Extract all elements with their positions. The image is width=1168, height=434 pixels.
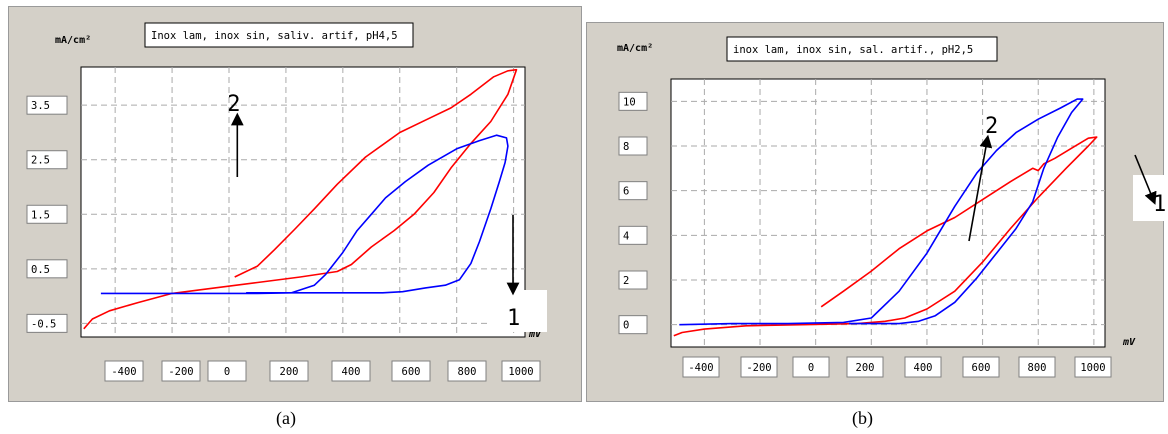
y-tick-label: 10 [623,96,636,108]
x-tick-label: 1000 [1080,362,1105,374]
x-tick-label: 0 [224,366,230,378]
y-tick-box [26,259,68,279]
series-line-blue [100,134,509,295]
y-tick-label: 8 [623,141,629,153]
annotation-label: 2 [985,114,998,139]
x-tick-box [331,360,371,382]
y-tick-box [26,204,68,224]
x-tick-label: 0 [808,362,814,374]
y-tick-box [618,315,648,335]
x-tick-box [1018,356,1056,378]
x-tick-box [447,360,487,382]
x-axis-label: mV [528,329,542,340]
x-tick-label: 400 [342,366,361,378]
x-tick-label: 800 [1028,362,1047,374]
x-tick-label: 1000 [508,366,533,378]
x-tick-label: -400 [111,366,136,378]
chart-title-box [726,36,998,62]
chart-svg-1: inox lam, inox sin, sal. artif., pH2,5 mA… [617,36,1165,378]
y-tick-box [618,270,648,290]
annotation-arrow [968,134,993,242]
chart-title: Inox lam, inox sin, saliv. artif, pH4,5 [151,30,398,42]
x-tick-label: -200 [168,366,193,378]
x-tick-label: 200 [856,362,875,374]
y-tick-label: 0 [623,320,629,332]
y-tick-box [618,181,648,201]
x-tick-label: 600 [972,362,991,374]
caption-b: (b) [852,408,873,428]
annotation-arrow [1134,154,1157,205]
x-tick-box [846,356,884,378]
annotation-label: 1 [507,306,520,331]
y-axis-label: mA/cm² [55,35,91,46]
annotation-label: 2 [227,92,240,117]
y-tick-box [618,136,648,156]
y-tick-box [26,95,68,115]
x-axis-label: mV [1122,337,1136,348]
y-tick-label: -0.5 [31,318,56,330]
x-tick-label: -400 [688,362,713,374]
x-tick-label: -200 [746,362,771,374]
x-tick-label: 600 [402,366,421,378]
series-line-red [83,68,518,330]
chart-panel-b: inox lam, inox sin, sal. artif., pH2,5 mA… [586,22,1165,402]
y-tick-box [618,91,648,111]
plot-area [80,66,526,338]
caption-a: (a) [276,408,296,428]
y-axis-label: mA/cm² [617,43,653,54]
y-tick-label: 3.5 [31,100,50,112]
y-tick-label: 4 [623,230,629,242]
series-line-blue [679,98,1084,326]
x-tick-box [1074,356,1112,378]
x-tick-box [904,356,942,378]
x-tick-label: 800 [458,366,477,378]
x-tick-box [682,356,720,378]
x-tick-box [207,360,247,382]
y-tick-box [26,313,68,333]
chart-title: inox lam, inox sin, sal. artif., pH2,5 [733,44,973,56]
annotation-label: 1 [1153,192,1165,217]
x-tick-box [269,360,309,382]
x-tick-box [792,356,830,378]
series-line-red [673,136,1098,337]
x-tick-label: 200 [280,366,299,378]
x-tick-box [104,360,144,382]
y-tick-box [618,225,648,245]
chart-svg-0: Inox lam, inox sin, saliv. artif, pH4,5 m… [26,22,547,382]
chart-title-box [144,22,414,48]
x-tick-box [962,356,1000,378]
x-tick-box [161,360,201,382]
x-tick-label: 400 [914,362,933,374]
x-tick-box [391,360,431,382]
y-tick-box [26,150,68,170]
y-tick-label: 0.5 [31,264,50,276]
x-tick-box [501,360,541,382]
y-tick-label: 2 [623,275,629,287]
annotation-label-box [489,290,547,332]
chart-panel-a: Inox lam, inox sin, saliv. artif, pH4,5 m… [8,6,582,402]
y-tick-label: 1.5 [31,209,50,221]
y-tick-label: 6 [623,186,629,198]
y-tick-label: 2.5 [31,155,50,167]
x-tick-box [740,356,778,378]
